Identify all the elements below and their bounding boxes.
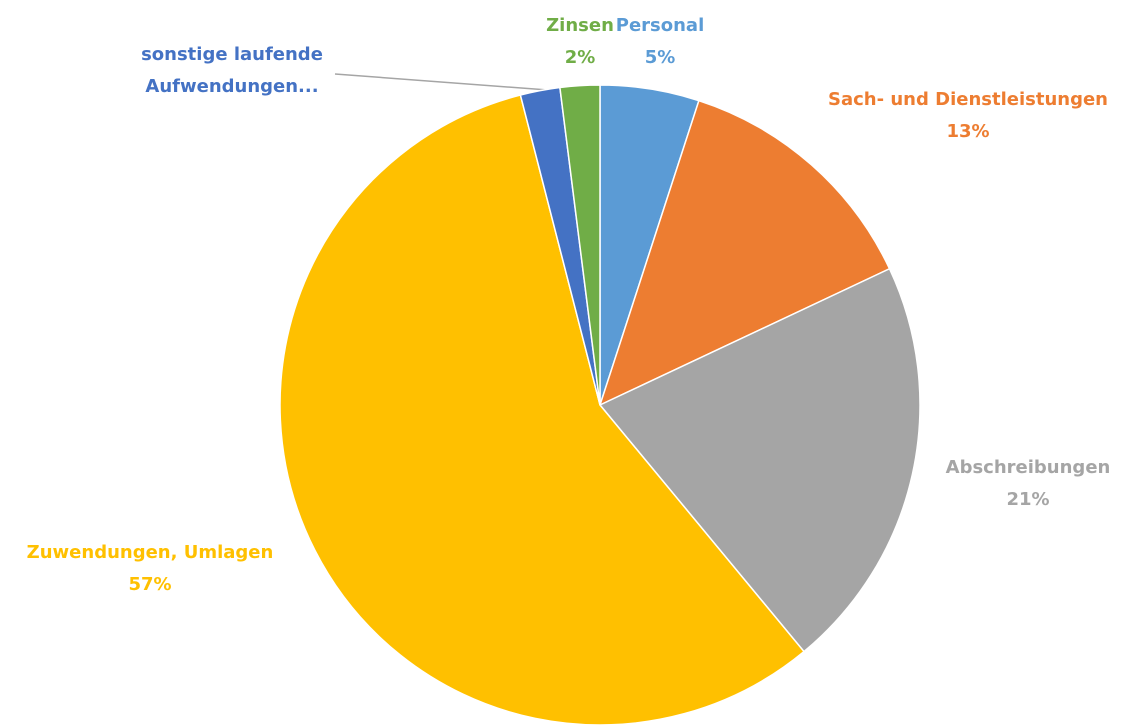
pie-slice <box>598 267 921 653</box>
value-label: 2% <box>564 47 596 68</box>
leader-line <box>334 73 549 91</box>
slice-label: Zuwendungen, Umlagen <box>26 542 274 563</box>
pie-slice <box>559 84 601 406</box>
slice-label: Sach- und Dienstleistungen <box>828 89 1108 110</box>
slice-label: Zinsen <box>546 15 614 36</box>
slice-label: sonstige laufende Aufwendungen... <box>141 44 323 97</box>
value-label: 13% <box>946 121 990 142</box>
slice-label: Personal <box>615 15 705 36</box>
value-label: 5% <box>644 47 676 68</box>
value-label: 21% <box>1006 489 1050 510</box>
slice-label: Abschreibungen <box>945 457 1111 478</box>
pie-slice <box>279 94 806 725</box>
pie-slice <box>598 99 891 407</box>
value-label: 57% <box>128 574 172 595</box>
